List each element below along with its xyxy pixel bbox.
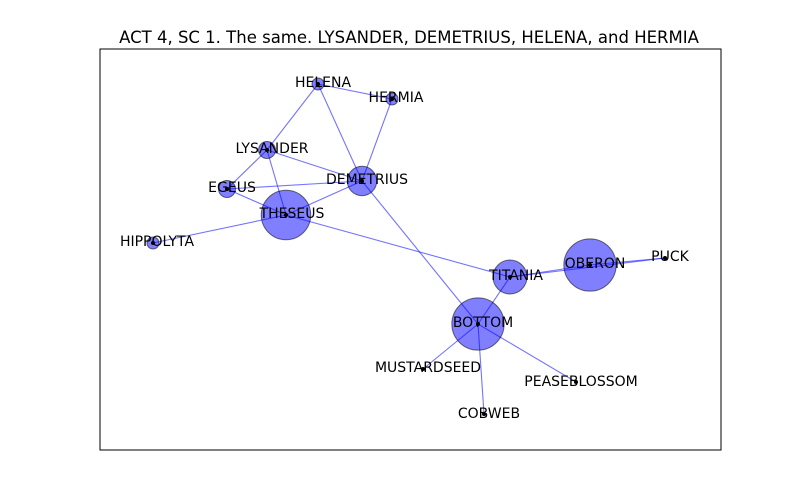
- node-label-oberon: OBERON: [565, 256, 626, 272]
- node-label-hippolyta: HIPPOLYTA: [120, 234, 195, 250]
- node-center-helena: [316, 82, 320, 86]
- node-center-demetrius: [360, 179, 364, 183]
- node-label-helena: HELENA: [295, 75, 351, 91]
- node-center-lysander: [265, 148, 269, 152]
- node-label-peaseblossom: PEASEBLOSSOM: [524, 374, 637, 390]
- edge-lysander-demetrius: [266, 149, 363, 182]
- node-label-demetrius: DEMETRIUS: [326, 172, 408, 188]
- node-label-mustardseed: MUSTARDSEED: [375, 360, 481, 376]
- node-label-theseus: THESEUS: [259, 206, 325, 222]
- node-center-peaseblossom: [574, 380, 578, 384]
- edge-lysander-egeus: [226, 149, 268, 190]
- nodes-layer: [146, 77, 667, 416]
- node-center-theseus: [284, 213, 288, 217]
- edge-helena-demetrius: [317, 83, 363, 182]
- node-label-puck: PUCK: [651, 249, 689, 265]
- plot-frame: [99, 48, 722, 451]
- node-label-cobweb: COBWEB: [458, 406, 520, 422]
- chart-title: ACT 4, SC 1. The same. LYSANDER, DEMETRI…: [119, 28, 699, 47]
- node-center-cobweb: [482, 412, 486, 416]
- edge-helena-hermia: [317, 83, 393, 100]
- node-center-mustardseed: [421, 367, 425, 371]
- edge-helena-lysander: [266, 83, 319, 151]
- edge-egeus-demetrius: [226, 180, 363, 190]
- node-center-bottom: [476, 322, 480, 326]
- node-center-puck: [663, 256, 667, 260]
- node-center-hermia: [390, 97, 394, 101]
- node-center-hippolyta: [151, 241, 155, 245]
- node-label-egeus: EGEUS: [208, 180, 256, 196]
- edge-demetrius-bottom: [361, 180, 479, 325]
- node-center-titania: [508, 275, 512, 279]
- node-label-titania: TITANIA: [488, 268, 543, 284]
- node-label-hermia: HERMIA: [369, 90, 424, 106]
- node-label-lysander: LYSANDER: [235, 141, 308, 157]
- labels-layer: HELENA HERMIA LYSANDER DEMETRIUS EGEUSTHESEU…: [120, 75, 690, 422]
- node-center-oberon: [588, 263, 592, 267]
- edge-theseus-titania: [285, 214, 511, 278]
- node-center-egeus: [225, 187, 229, 191]
- node-label-bottom: BOTTOM: [453, 315, 513, 331]
